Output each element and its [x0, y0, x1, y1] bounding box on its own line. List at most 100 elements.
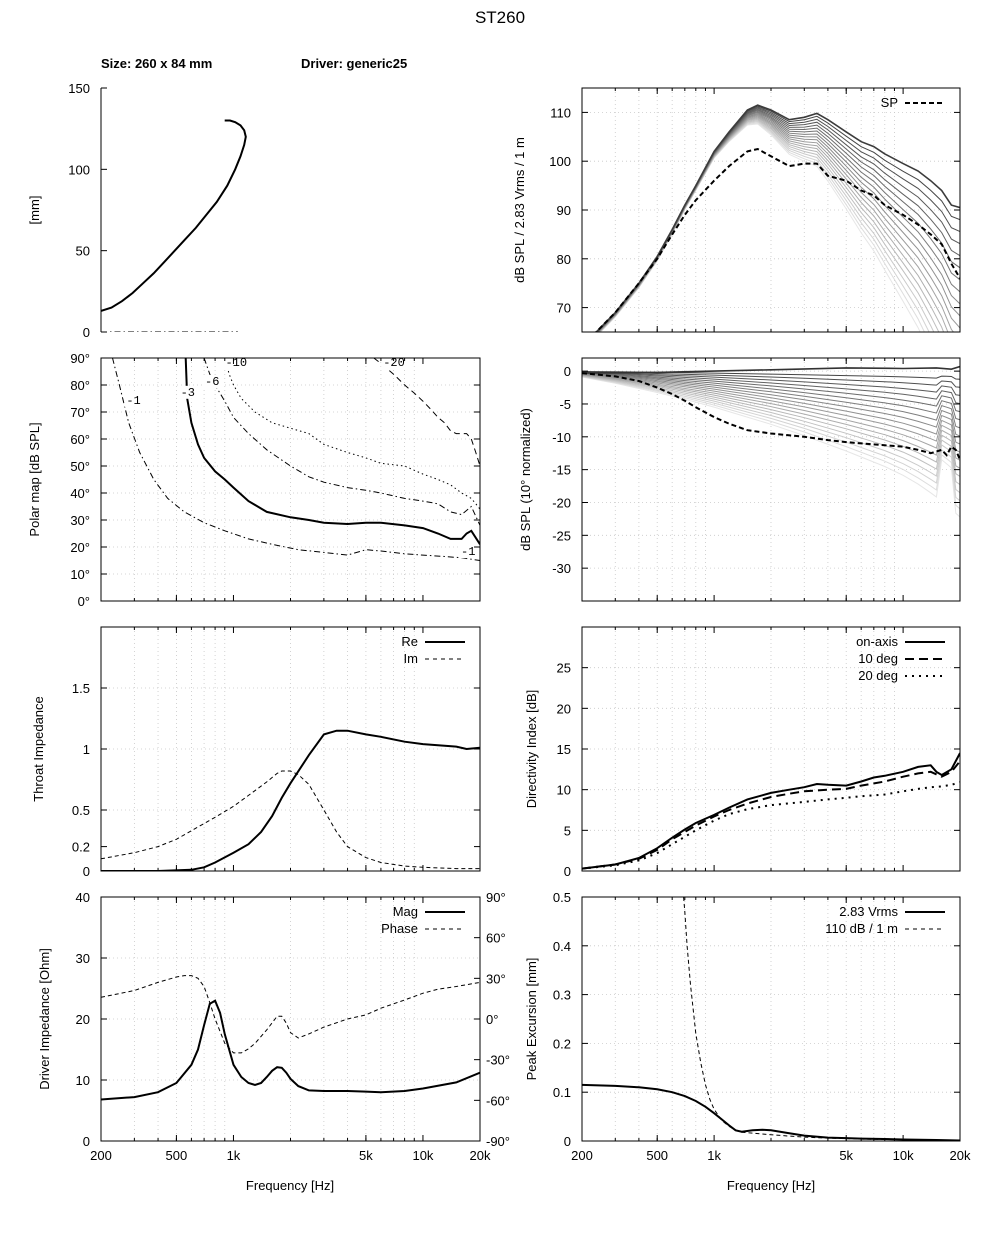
sp-curve [582, 372, 960, 461]
y-tick-label: 90 [557, 203, 571, 218]
y-axis-label: Driver Impedance [Ohm] [37, 948, 52, 1090]
y-tick-label: 1.5 [72, 681, 90, 696]
y-tick-label: 0.2 [72, 840, 90, 855]
x-tick-label: 5k [839, 1148, 853, 1163]
contour-label-bg [381, 358, 410, 370]
contour-label: -1 [461, 545, 475, 559]
y-tick-label: -30 [552, 561, 571, 576]
y-tick-label: 30° [70, 513, 90, 528]
y-tick-label: 10 [76, 1073, 90, 1088]
contour-label-bg [459, 545, 480, 559]
y-tick-label: 10° [70, 567, 90, 582]
y2-tick-label: 30° [486, 971, 506, 986]
contour-label-bg [203, 375, 224, 388]
y-tick-label: -25 [552, 528, 571, 543]
y-tick-label: 60° [70, 432, 90, 447]
contour-label: -10 [225, 356, 247, 370]
impedance-line [101, 770, 480, 870]
x-tick-label: 20k [950, 1148, 971, 1163]
y-tick-label: 100 [549, 154, 571, 169]
x-tick-label: 200 [571, 1148, 593, 1163]
y-tick-label: 15 [557, 742, 571, 757]
off-axis-curve [582, 372, 960, 421]
legend-label: 2.83 Vrms [839, 904, 898, 919]
panel-polar: -1 -3 -6 -10 -20 -1 0° 10° 20° 30° 40° 50° 60° 70° 80°… [27, 351, 481, 609]
y-tick-label: 0.3 [553, 988, 571, 1003]
y-tick-label: 0 [564, 364, 571, 379]
figure-title: ST260 [475, 8, 525, 27]
y-tick-label: 25 [557, 661, 571, 676]
y-axis-label: [mm] [27, 196, 42, 225]
off-axis-curve [582, 375, 960, 502]
y-tick-label: 0 [564, 1134, 571, 1149]
y-axis-label: dB SPL (10° normalized) [518, 408, 533, 551]
panel-spl: 70 80 90 100 110 dB SPL / 2.83 Vrms / 1 m SP [512, 87, 961, 333]
y-tick-label: 0.5 [553, 890, 571, 905]
y-axis-label: Peak Excursion [mm] [524, 958, 539, 1081]
y-tick-label: 20 [76, 1012, 90, 1027]
y-tick-label: 40° [70, 486, 90, 501]
y-tick-label: 0 [83, 864, 90, 879]
y-axis-label: Polar map [dB SPL] [27, 422, 42, 536]
off-axis-curve [582, 371, 960, 396]
legend-label: 10 deg [858, 651, 898, 666]
y-tick-label: 0 [83, 1134, 90, 1149]
y-tick-label: 70 [557, 301, 571, 316]
contour-label-bg [124, 393, 145, 407]
y-tick-label: 150 [68, 81, 90, 96]
excursion-line [683, 897, 960, 1141]
y-tick-label: 110 [550, 105, 571, 120]
legend-label: Re [401, 634, 418, 649]
off-axis-curve [595, 105, 960, 332]
y2-tick-label: 60° [486, 931, 506, 946]
y-axis-label: Directivity Index [dB] [524, 690, 539, 809]
contour-line [224, 358, 480, 510]
off-axis-curve [582, 375, 960, 486]
legend-label: SP [881, 95, 898, 110]
x-tick-label: 10k [893, 1148, 914, 1163]
off-axis-curve [595, 104, 960, 332]
x-tick-label: 500 [646, 1148, 668, 1163]
phase-line [101, 975, 480, 1054]
on-axis-curve [582, 365, 960, 374]
x-tick-label: 1k [227, 1148, 241, 1163]
panel-throat: 0 0.2 0.5 1 1.5 Throat Impedance Re Im [31, 626, 481, 879]
off-axis-curve [582, 372, 960, 413]
off-axis-curve [582, 375, 960, 494]
contour-label-bg [223, 358, 252, 370]
y-tick-label: 0 [564, 864, 571, 879]
legend-label: on-axis [856, 634, 898, 649]
y-tick-label: -20 [552, 495, 571, 510]
panel-area [582, 365, 960, 518]
legend-label: 20 deg [858, 668, 898, 683]
panel-area [101, 119, 247, 332]
y-tick-label: 100 [68, 162, 90, 177]
y-tick-label: 0.4 [553, 939, 571, 954]
off-axis-curve [582, 374, 960, 469]
y-tick-label: 0 [83, 325, 90, 340]
legend-label: 110 dB / 1 m [825, 921, 898, 936]
y-tick-label: -10 [552, 430, 571, 445]
off-axis-curve [582, 376, 960, 510]
profile-line [101, 119, 247, 312]
x-tick-label: 5k [359, 1148, 373, 1163]
panel-profile: 0 50 100 150 [mm] [27, 81, 247, 340]
panel-excursion: 200 500 1k 5k 10k 20k 0 0.1 0.2 0.3 0.4 0.5 Peak Exc… [524, 890, 971, 1163]
y-axis-label: Throat Impedance [31, 696, 46, 802]
off-axis-curve [582, 371, 960, 405]
y-tick-label: 5 [564, 823, 571, 838]
contour-line [373, 358, 480, 467]
y-tick-label: 0.1 [553, 1085, 571, 1100]
off-axis-curve [582, 373, 960, 445]
y-tick-label: 50 [76, 244, 90, 259]
panel-normalized: 0 -5 -10 -15 -20 -25 -30 dB SPL (10° normalized… [518, 357, 961, 602]
off-axis-curve [582, 373, 960, 437]
legend-label: Phase [381, 921, 418, 936]
off-axis-curve [582, 374, 960, 477]
y-tick-label: 90° [70, 351, 90, 366]
y-tick-label: 1 [83, 742, 90, 757]
panel-driver: 200 500 1k 5k 10k 20k 0 10 20 30 40 -90° -60° -30° 0° 3… [37, 890, 510, 1163]
off-axis-curve [582, 374, 960, 461]
y-tick-label: 50° [70, 459, 90, 474]
